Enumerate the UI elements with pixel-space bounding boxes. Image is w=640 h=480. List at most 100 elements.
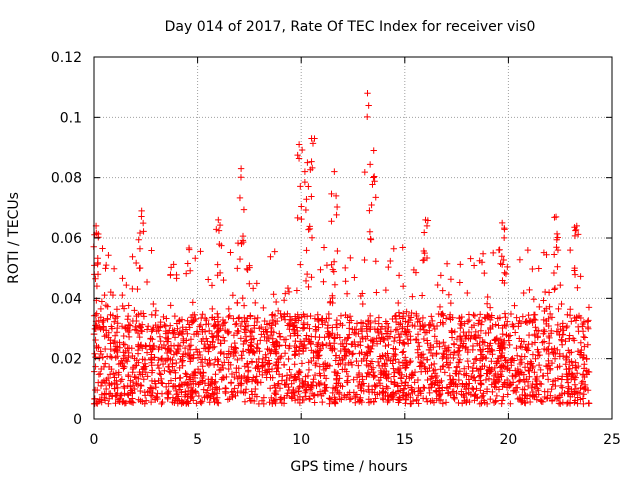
data-point	[438, 377, 445, 385]
data-point	[134, 329, 142, 337]
data-point	[214, 318, 221, 325]
data-point	[315, 352, 323, 359]
data-point	[491, 364, 498, 372]
data-point	[307, 339, 314, 347]
data-point	[214, 310, 221, 317]
data-point	[571, 397, 579, 404]
data-point	[355, 330, 362, 337]
data-point	[252, 364, 259, 372]
data-point	[521, 386, 528, 393]
data-point	[189, 393, 196, 400]
data-point	[254, 340, 261, 348]
data-point	[167, 356, 174, 363]
data-point	[232, 349, 239, 357]
data-point	[554, 346, 561, 354]
data-point	[186, 324, 193, 331]
data-point	[437, 319, 444, 326]
data-point	[525, 331, 533, 339]
data-point	[259, 363, 266, 371]
data-point	[267, 324, 275, 332]
data-point	[221, 359, 228, 366]
data-point	[550, 251, 558, 258]
data-point	[121, 363, 128, 371]
data-point	[221, 337, 228, 345]
data-point	[135, 359, 142, 366]
data-point	[210, 395, 217, 402]
data-point	[517, 356, 524, 364]
data-point	[310, 354, 317, 361]
data-point	[418, 292, 426, 299]
data-point	[311, 371, 319, 379]
data-point	[267, 253, 274, 260]
data-point	[218, 376, 225, 383]
data-point	[384, 374, 392, 382]
y-tick-label: 0.04	[51, 291, 82, 307]
data-point	[122, 399, 130, 407]
data-point	[512, 329, 519, 336]
x-tick-label: 15	[396, 432, 414, 448]
data-point	[488, 358, 495, 365]
data-point	[544, 370, 551, 377]
data-point	[214, 336, 222, 344]
data-point	[236, 255, 244, 263]
data-point	[143, 326, 151, 333]
data-point	[442, 399, 450, 406]
data-point	[438, 387, 446, 394]
data-point	[268, 328, 275, 335]
data-point	[495, 340, 502, 348]
data-point	[220, 320, 228, 327]
data-point	[116, 339, 123, 346]
data-point	[200, 386, 207, 393]
data-point	[485, 313, 493, 320]
data-point	[296, 375, 303, 383]
data-point	[290, 388, 297, 396]
data-point	[258, 397, 266, 404]
data-point	[540, 297, 547, 304]
data-point	[544, 376, 552, 383]
data-point	[311, 315, 319, 322]
data-point	[330, 334, 338, 341]
data-point	[383, 375, 390, 382]
data-point	[311, 399, 318, 406]
data-point	[359, 290, 366, 297]
data-point	[521, 391, 528, 399]
data-point	[276, 333, 284, 341]
data-point	[403, 373, 410, 380]
data-point	[211, 316, 218, 323]
data-point	[482, 315, 489, 322]
data-point	[247, 332, 254, 340]
data-point	[104, 315, 111, 322]
data-point	[372, 383, 379, 390]
data-point	[110, 265, 118, 272]
data-point	[408, 384, 415, 391]
data-point	[392, 312, 400, 319]
data-point	[477, 321, 485, 328]
data-point	[148, 346, 156, 353]
data-point	[215, 227, 223, 234]
data-point	[101, 397, 109, 404]
data-point	[351, 329, 358, 336]
data-point	[397, 319, 404, 327]
data-point	[157, 337, 164, 345]
data-point	[245, 346, 252, 353]
data-point	[138, 207, 145, 215]
data-point	[102, 360, 109, 367]
data-point	[578, 379, 585, 387]
data-point	[182, 370, 189, 377]
data-point	[142, 343, 149, 350]
data-point	[158, 379, 165, 387]
data-point	[492, 321, 499, 328]
data-point	[500, 393, 507, 400]
data-point	[543, 317, 550, 325]
data-point	[305, 395, 313, 402]
data-point	[185, 321, 193, 328]
data-point	[136, 265, 143, 272]
data-point	[352, 393, 359, 400]
data-point	[319, 341, 326, 348]
data-point	[360, 380, 367, 387]
data-point	[348, 341, 355, 348]
data-point	[197, 370, 204, 377]
data-point	[152, 380, 159, 387]
data-point	[178, 358, 186, 366]
